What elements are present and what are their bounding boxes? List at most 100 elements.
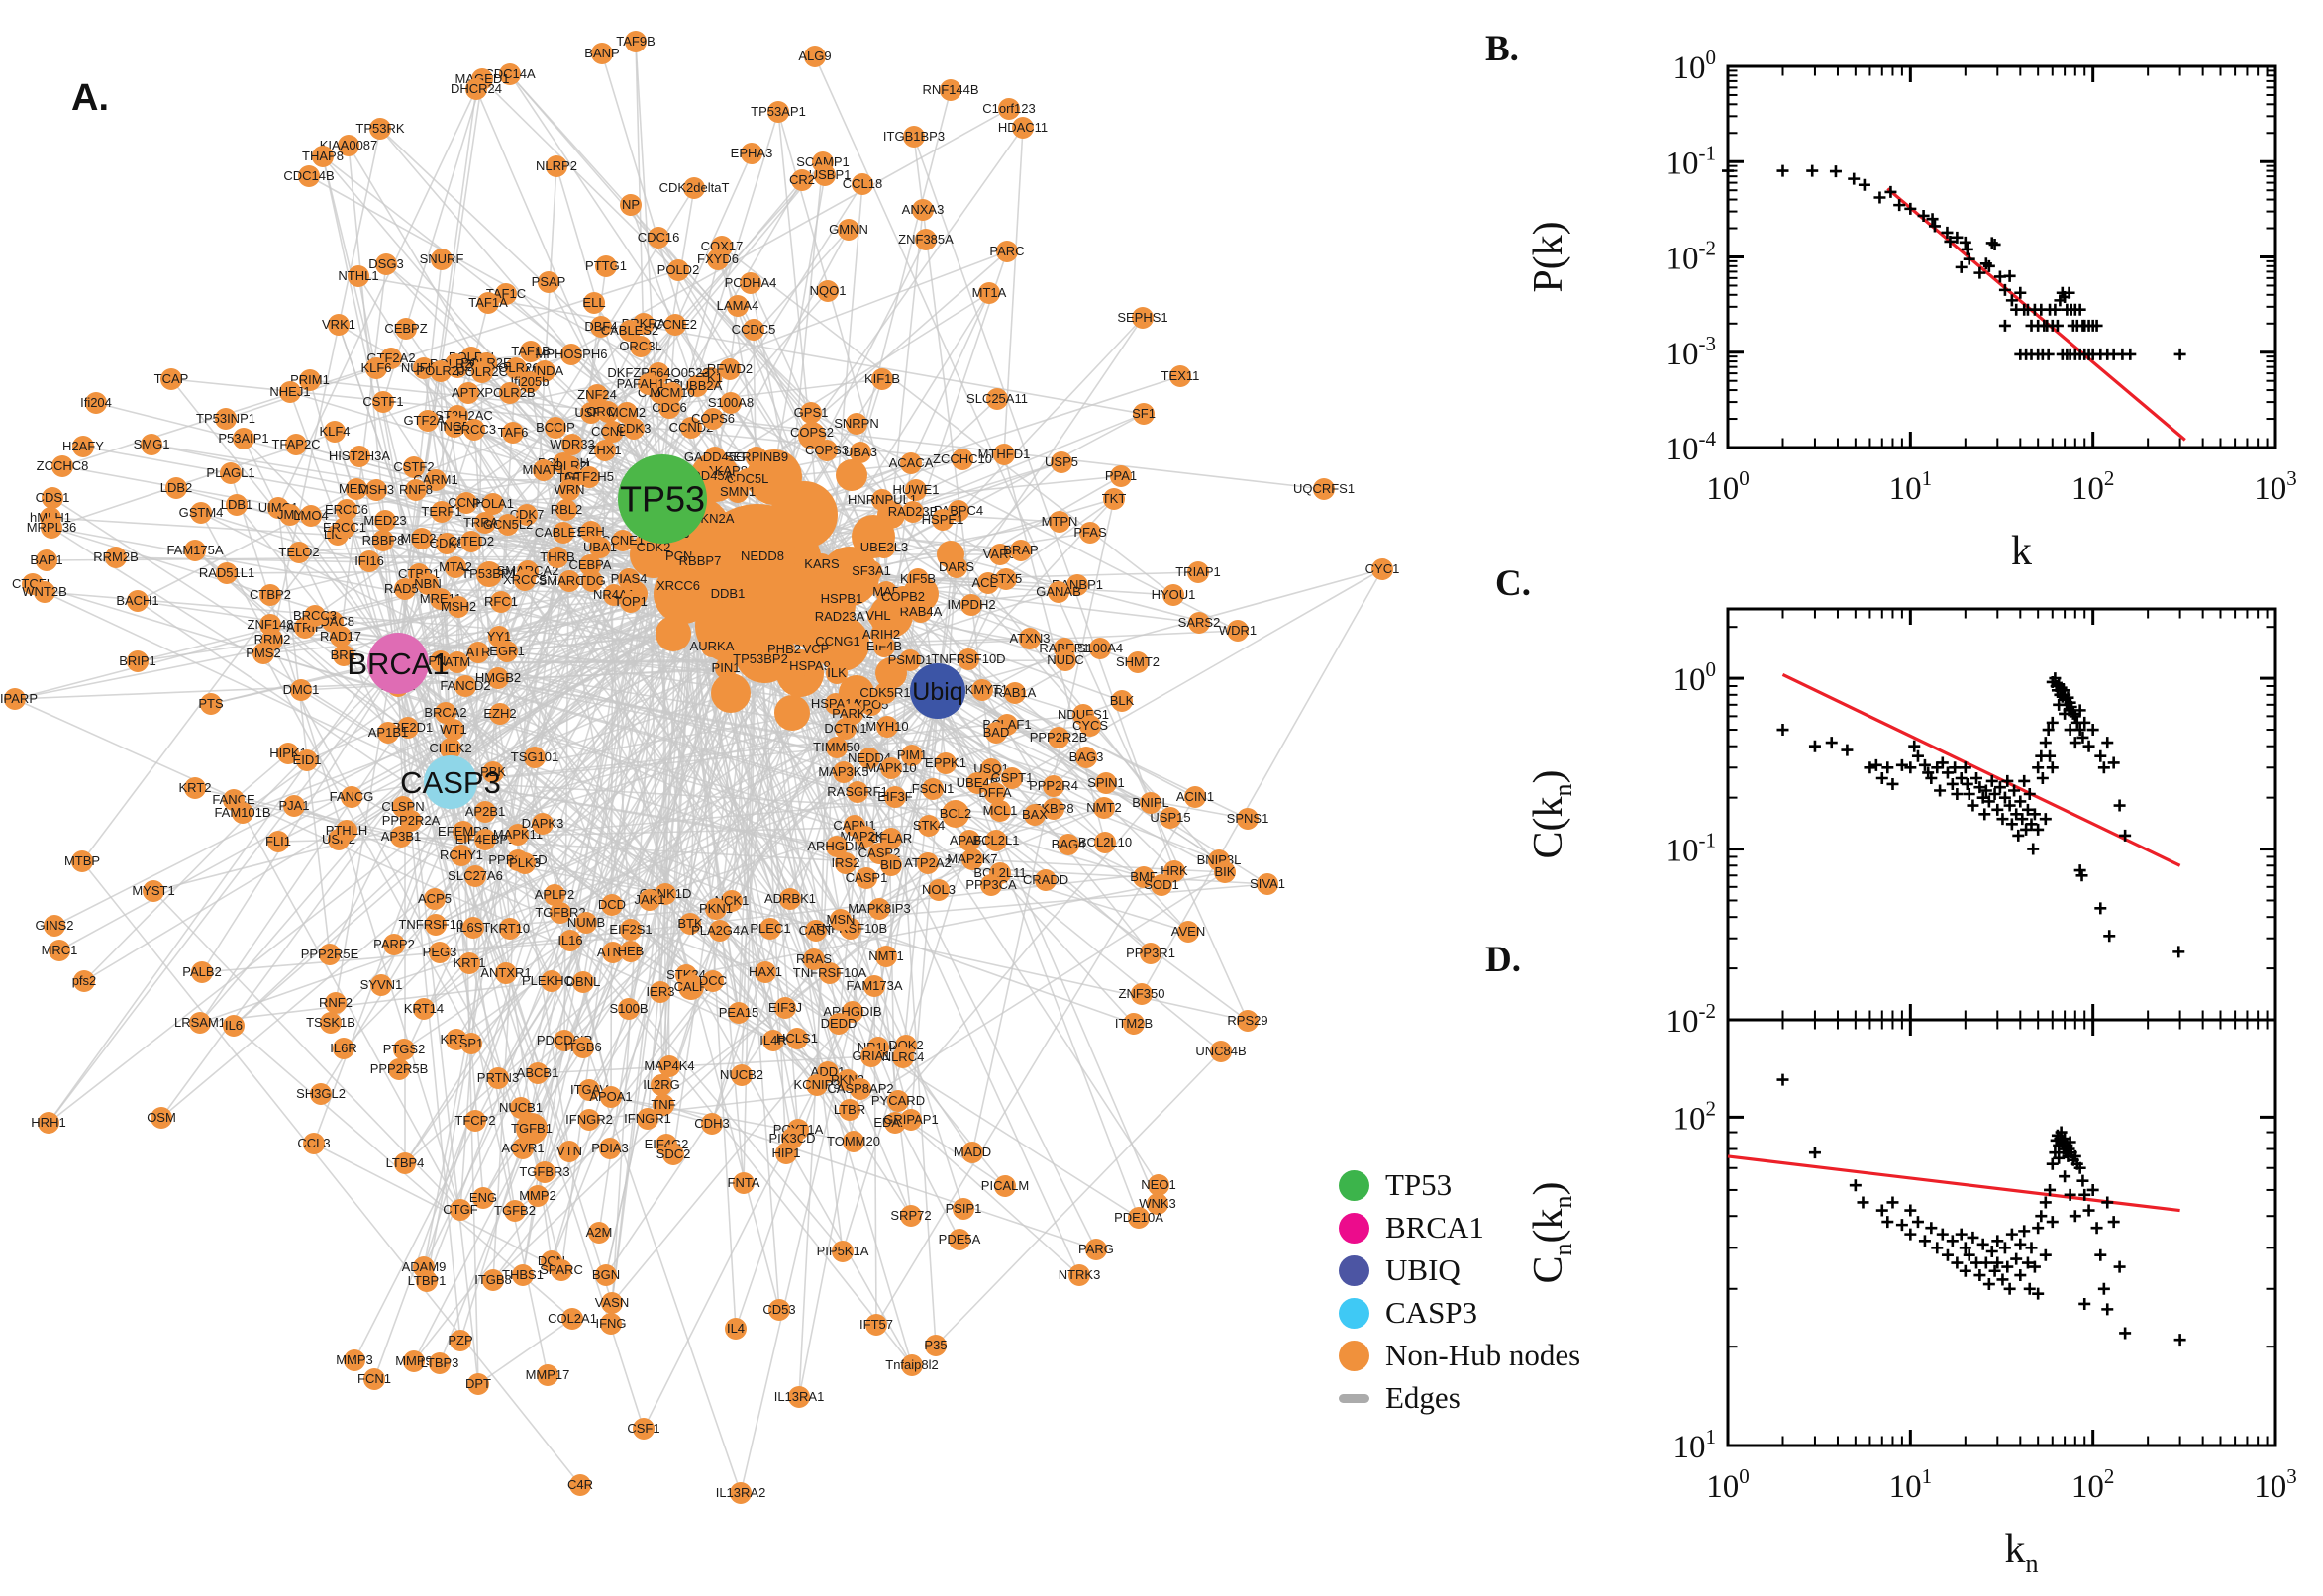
network-node xyxy=(533,459,555,481)
network-node-label: PLK3 xyxy=(509,855,541,870)
network-node-label: WRN xyxy=(554,482,584,497)
network-node-label: NEDD4 xyxy=(848,750,891,765)
network-node xyxy=(320,1012,342,1034)
scatter-point xyxy=(1973,1269,1986,1282)
network-node xyxy=(1089,638,1111,659)
network-edge xyxy=(348,145,545,471)
network-node-label: MADD xyxy=(954,1145,991,1159)
network-node-label: VRK1 xyxy=(322,317,355,332)
network-node-label: DCC xyxy=(699,973,727,988)
network-node xyxy=(907,568,929,590)
network-node-label: IFI16 xyxy=(354,553,384,568)
network-node-label: PICALM xyxy=(981,1178,1029,1193)
network-node-label: RAD17 xyxy=(320,629,361,644)
network-node-label: RABEP1 xyxy=(1039,641,1089,655)
network-node-label: HYOU1 xyxy=(1152,587,1196,602)
network-node-label: PIM1 xyxy=(897,748,927,762)
scatter-point xyxy=(2103,930,2116,943)
network-node xyxy=(650,981,671,1003)
network-node xyxy=(591,43,613,64)
scatter-point xyxy=(2172,946,2185,958)
network-node xyxy=(773,639,795,660)
network-node-label: ACIN1 xyxy=(1176,789,1214,804)
network-node xyxy=(334,517,355,539)
network-edge xyxy=(814,55,1249,1022)
network-node-label: DPT xyxy=(465,1376,491,1391)
network-node-label: TKT xyxy=(1102,491,1127,506)
axis-label: C(kn) xyxy=(1526,769,1577,858)
scatter-point xyxy=(1979,1256,1992,1269)
network-node xyxy=(429,942,451,963)
network-node xyxy=(1162,584,1184,606)
network-node xyxy=(827,631,849,652)
network-node-label: ZNF24 xyxy=(577,387,617,402)
scatter-point xyxy=(2003,269,2016,282)
network-node xyxy=(819,962,841,984)
network-node-label: DSG3 xyxy=(368,256,403,271)
network-node xyxy=(831,588,853,610)
network-node-label: NUMB xyxy=(567,915,605,930)
network-node-label: GRIA1 xyxy=(852,1048,890,1063)
network-node-label: BRCA2 xyxy=(424,705,466,720)
network-node xyxy=(400,810,422,832)
chart-panel-c: 100 10-1 10-2 C(kn) xyxy=(1526,607,2277,1040)
network-edge xyxy=(559,690,939,914)
network-edge xyxy=(937,568,1383,692)
network-node xyxy=(545,417,566,439)
network-node xyxy=(870,624,892,646)
network-edge xyxy=(910,292,990,464)
network-node-label: MTBP xyxy=(64,853,100,868)
network-node xyxy=(71,850,93,872)
network-node-label: MAP3K5 xyxy=(818,764,868,779)
network-node xyxy=(454,675,476,697)
network-node xyxy=(4,688,26,710)
scatter-point xyxy=(1881,1216,1894,1229)
network-node xyxy=(686,375,708,397)
network-edge xyxy=(354,568,758,1361)
network-node xyxy=(1001,767,1023,789)
network-node-label: CCL3 xyxy=(297,1136,330,1150)
network-edge xyxy=(309,379,813,434)
network-node xyxy=(1055,649,1076,671)
network-node xyxy=(740,272,761,294)
network-node-label: DHCR24 xyxy=(451,81,502,96)
network-node-label: COPS3 xyxy=(805,443,849,457)
network-node xyxy=(590,316,612,338)
network-node-label: THAP8 xyxy=(302,149,344,163)
legend-item-brca1: BRCA1 xyxy=(1339,1210,1580,1245)
scatter-point xyxy=(2082,1204,2095,1217)
network-node-label: SF3A1 xyxy=(852,563,891,578)
network-edge xyxy=(439,568,758,1364)
network-edge xyxy=(194,549,691,925)
scatter-point xyxy=(2090,1222,2103,1235)
network-node-label: HRK xyxy=(1161,863,1188,878)
scatter-point xyxy=(1808,740,1821,752)
network-edge xyxy=(826,449,939,692)
network-edge xyxy=(51,497,721,932)
network-node-label: VARS xyxy=(983,547,1018,561)
network-node-label: P53AIP1 xyxy=(218,431,268,446)
network-node xyxy=(151,1107,172,1129)
network-edge xyxy=(397,662,1080,1276)
network-node xyxy=(374,510,396,532)
network-node xyxy=(1111,690,1133,712)
scatter-point xyxy=(2173,1334,2186,1347)
network-node-label: MAP2K7 xyxy=(947,851,997,866)
network-node xyxy=(520,341,542,362)
scatter-point xyxy=(2003,1282,2016,1295)
scatter-point xyxy=(2010,1252,2023,1265)
network-node xyxy=(1237,808,1259,830)
network-node xyxy=(1151,874,1172,896)
network-node-label: LTBR xyxy=(834,1102,865,1117)
network-node-label: CCNH xyxy=(448,495,485,510)
network-node-label: ZNF148 xyxy=(248,617,294,632)
network-edge xyxy=(50,527,1140,1219)
network-node xyxy=(547,547,568,568)
network-node-label: VHL xyxy=(865,608,890,623)
network-node xyxy=(960,594,982,616)
network-edge xyxy=(560,498,663,1271)
network-node xyxy=(856,867,877,889)
network-node-label: ACACA xyxy=(889,455,934,470)
network-node-cluster xyxy=(875,657,907,689)
network-node xyxy=(1093,797,1115,819)
